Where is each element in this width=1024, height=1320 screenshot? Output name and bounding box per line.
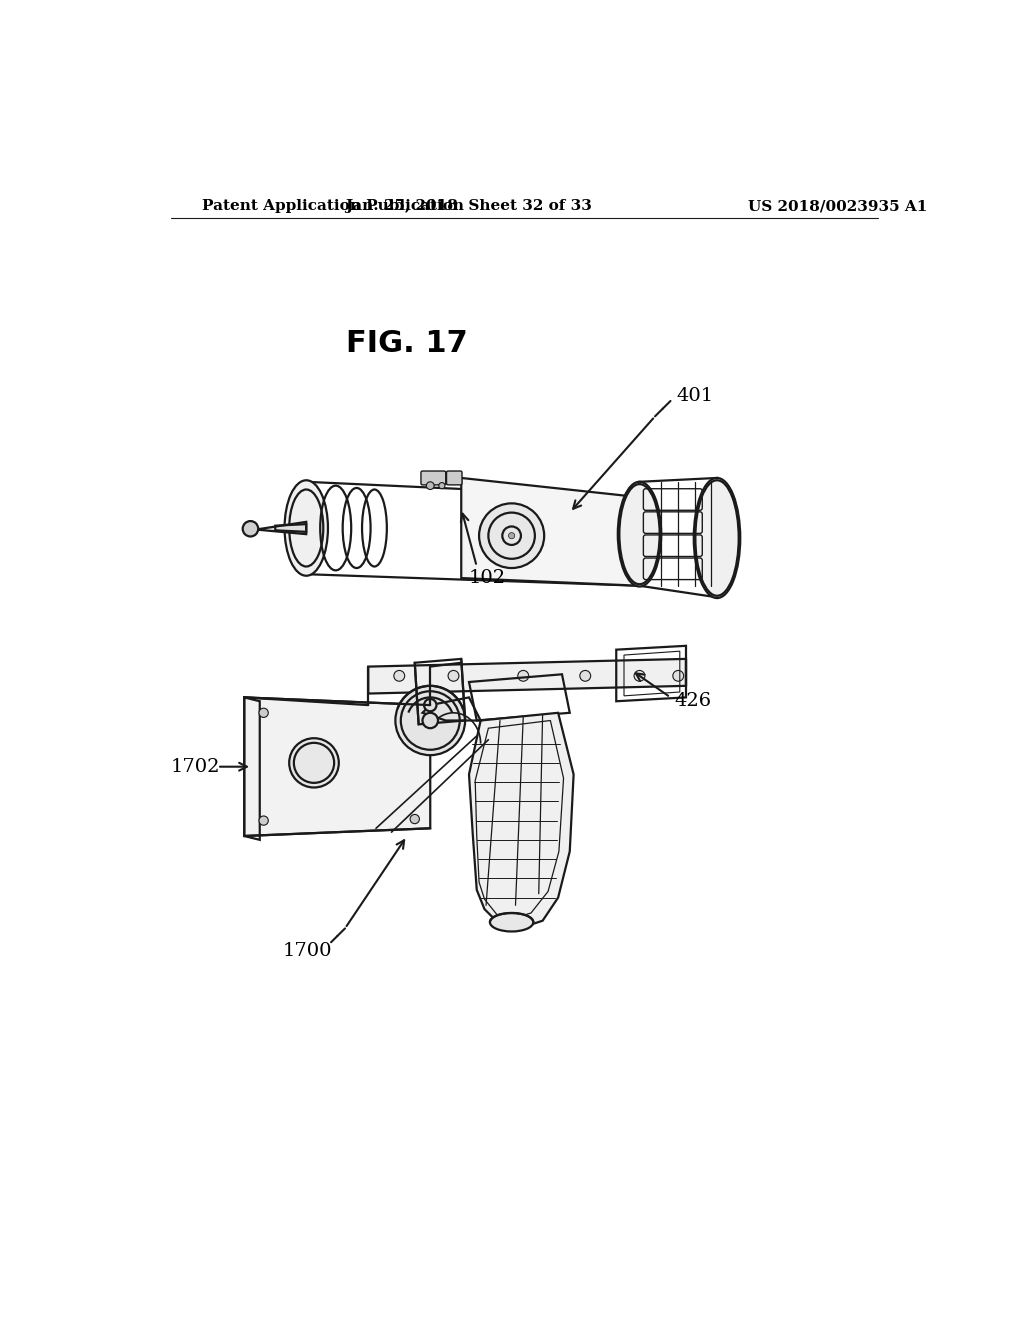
Ellipse shape: [617, 482, 662, 586]
Circle shape: [259, 708, 268, 718]
Circle shape: [289, 738, 339, 788]
Text: 401: 401: [677, 387, 714, 404]
Circle shape: [518, 671, 528, 681]
Ellipse shape: [489, 913, 534, 932]
Circle shape: [438, 483, 445, 488]
Circle shape: [395, 686, 465, 755]
Circle shape: [426, 482, 434, 490]
Polygon shape: [461, 478, 640, 586]
Circle shape: [580, 671, 591, 681]
Polygon shape: [256, 521, 306, 535]
Circle shape: [634, 671, 645, 681]
Circle shape: [479, 503, 544, 568]
Text: 1700: 1700: [283, 942, 333, 961]
Circle shape: [423, 713, 438, 729]
Text: US 2018/0023935 A1: US 2018/0023935 A1: [748, 199, 928, 213]
Circle shape: [243, 521, 258, 536]
Circle shape: [509, 532, 515, 539]
Circle shape: [424, 700, 436, 711]
Polygon shape: [469, 713, 573, 928]
FancyBboxPatch shape: [446, 471, 462, 484]
Ellipse shape: [693, 478, 740, 598]
Circle shape: [259, 816, 268, 825]
Polygon shape: [245, 697, 430, 836]
Ellipse shape: [285, 480, 328, 576]
Text: Jan. 25, 2018  Sheet 32 of 33: Jan. 25, 2018 Sheet 32 of 33: [345, 199, 593, 213]
Circle shape: [449, 671, 459, 681]
Circle shape: [673, 671, 684, 681]
Circle shape: [410, 814, 420, 824]
Polygon shape: [369, 659, 686, 693]
Text: FIG. 17: FIG. 17: [346, 329, 468, 358]
FancyBboxPatch shape: [421, 471, 445, 484]
Text: 1702: 1702: [171, 758, 220, 776]
Text: 426: 426: [675, 692, 712, 710]
Circle shape: [410, 706, 420, 715]
Text: 102: 102: [469, 569, 506, 587]
Text: Patent Application Publication: Patent Application Publication: [202, 199, 464, 213]
Circle shape: [394, 671, 404, 681]
